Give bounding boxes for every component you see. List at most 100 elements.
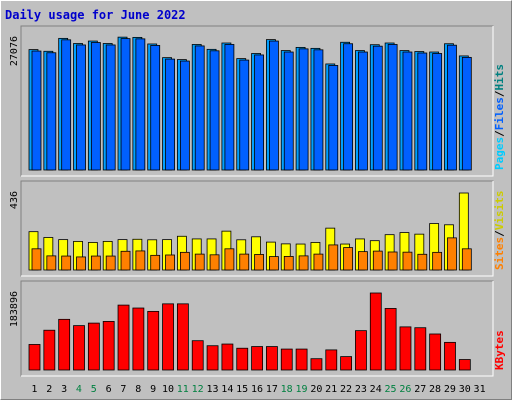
x-tick-day-24: 24 <box>370 384 382 395</box>
bar-kbytes-day-14 <box>221 343 234 371</box>
bar-files-day-24 <box>372 45 383 171</box>
x-tick-day-31: 31 <box>474 384 486 395</box>
bar-files-day-27 <box>417 52 428 171</box>
x-tick-day-7: 7 <box>120 384 126 395</box>
bar-files-day-8 <box>135 38 146 171</box>
bar-files-day-20 <box>313 49 324 171</box>
panel-visits-sites: 436 Sites/Visits <box>9 180 506 277</box>
legend-entry-0: Pages <box>493 137 506 170</box>
bar-files-day-21 <box>328 65 339 171</box>
bar-kbytes-day-2 <box>43 329 56 371</box>
bar-files-day-15 <box>239 59 250 171</box>
bar-sites-day-18 <box>283 256 294 271</box>
bar-files-day-2 <box>46 52 57 171</box>
bar-files-day-28 <box>432 53 443 171</box>
bar-sites-day-20 <box>313 253 324 271</box>
legend-entry-0: KBytes <box>493 330 506 370</box>
panel-border-highlight <box>21 26 494 177</box>
bar-sites-day-2 <box>46 255 57 271</box>
bar-sites-day-16 <box>254 254 264 271</box>
bar-kbytes-day-12 <box>191 340 204 371</box>
x-tick-day-9: 9 <box>150 384 156 395</box>
bar-files-day-4 <box>76 44 86 171</box>
x-tick-day-29: 29 <box>444 384 456 395</box>
x-tick-day-11: 11 <box>177 384 189 395</box>
x-tick-day-26: 26 <box>399 384 411 395</box>
bar-kbytes-day-22 <box>340 356 353 371</box>
x-tick-day-27: 27 <box>414 384 426 395</box>
bar-files-day-30 <box>461 56 472 171</box>
bar-sites-day-24 <box>372 250 383 271</box>
bar-kbytes-day-15 <box>236 347 249 371</box>
bar-sites-day-10 <box>165 254 175 271</box>
x-tick-day-15: 15 <box>236 384 248 395</box>
bar-sites-day-5 <box>90 255 101 271</box>
legend-entry-1: / <box>493 230 506 237</box>
bar-files-day-19 <box>298 48 309 171</box>
x-tick-day-25: 25 <box>385 384 397 395</box>
panel-legend: Sites/Visits <box>493 191 506 271</box>
legend-entry-0: Sites <box>493 237 506 270</box>
bar-files-day-23 <box>358 51 368 171</box>
bar-sites-day-26 <box>402 251 413 271</box>
bar-sites-day-15 <box>239 253 250 271</box>
chart-title: Daily usage for June 2022 <box>5 8 186 22</box>
bar-kbytes-day-19 <box>295 348 308 371</box>
bar-sites-day-12 <box>194 253 205 271</box>
bar-sites-day-13 <box>209 254 220 271</box>
bar-sites-day-9 <box>150 254 161 271</box>
x-tick-day-14: 14 <box>221 384 233 395</box>
bar-kbytes-day-30 <box>458 359 471 371</box>
panel-max-label: 27076 <box>9 36 20 66</box>
bar-kbytes-day-11 <box>176 303 189 371</box>
legend-entry-1: / <box>493 130 506 137</box>
bar-sites-day-22 <box>343 247 354 271</box>
x-tick-day-19: 19 <box>295 384 307 395</box>
bar-kbytes-day-18 <box>280 348 293 371</box>
bar-kbytes-day-26 <box>399 326 412 371</box>
bar-sites-day-3 <box>61 255 72 271</box>
x-tick-day-18: 18 <box>281 384 293 395</box>
bar-kbytes-day-7 <box>117 304 130 371</box>
x-tick-day-3: 3 <box>61 384 67 395</box>
panel-border-highlight <box>21 181 494 277</box>
bar-kbytes-day-28 <box>429 333 442 371</box>
x-tick-day-8: 8 <box>135 384 141 395</box>
bar-kbytes-day-17 <box>266 346 278 371</box>
bar-files-day-18 <box>283 51 294 171</box>
x-tick-day-22: 22 <box>340 384 352 395</box>
x-tick-day-16: 16 <box>251 384 263 395</box>
panel-kbytes: 183896 KBytes <box>9 280 506 377</box>
bar-files-day-11 <box>179 60 190 171</box>
x-tick-day-12: 12 <box>192 384 204 395</box>
bar-kbytes-day-21 <box>325 349 338 371</box>
bar-kbytes-day-8 <box>132 307 145 371</box>
bar-kbytes-day-24 <box>369 292 382 371</box>
bar-files-day-22 <box>343 43 354 171</box>
bar-sites-day-23 <box>358 251 368 271</box>
bar-kbytes-day-27 <box>414 327 427 371</box>
bar-kbytes-day-23 <box>355 330 367 371</box>
bar-sites-day-21 <box>328 244 339 271</box>
x-tick-day-20: 20 <box>310 384 322 395</box>
bar-kbytes-day-20 <box>310 358 323 371</box>
panel-legend: Pages/Files/Hits <box>493 64 506 170</box>
x-tick-day-28: 28 <box>429 384 441 395</box>
x-tick-day-13: 13 <box>206 384 218 395</box>
bar-files-day-9 <box>150 45 161 171</box>
bar-sites-day-1 <box>31 248 42 271</box>
panel-max-label: 183896 <box>9 291 20 327</box>
x-tick-day-30: 30 <box>459 384 471 395</box>
bar-kbytes-day-5 <box>87 322 100 371</box>
bar-sites-day-8 <box>135 250 146 271</box>
bar-files-day-12 <box>194 45 205 171</box>
x-axis-day-labels: 1 2 3 4 5 6 7 8 9 10 11 12 13 14 15 16 17 18 19 20 21 22 23 24 2… <box>31 384 485 395</box>
bar-sites-day-27 <box>417 253 428 271</box>
bar-sites-day-7 <box>120 250 131 271</box>
legend-entry-4: Hits <box>493 64 506 91</box>
bar-files-day-10 <box>165 58 175 171</box>
bar-sites-day-6 <box>105 255 116 271</box>
x-tick-day-6: 6 <box>106 384 112 395</box>
